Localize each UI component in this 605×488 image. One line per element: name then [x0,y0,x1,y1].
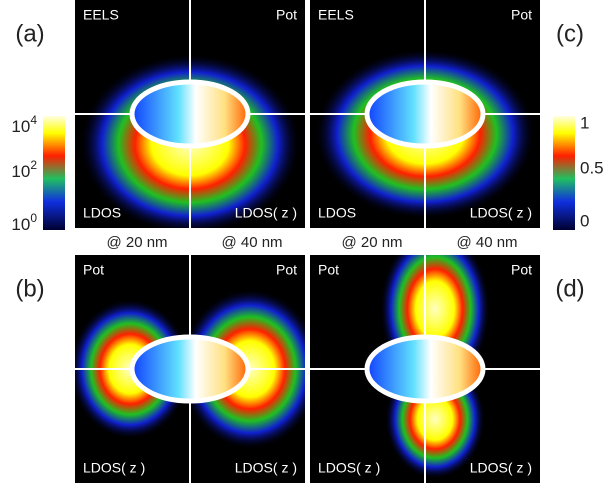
tick-base: 10 [11,117,30,136]
panel-label: (c) [556,20,584,47]
colorbar-tick: 0 [580,211,589,230]
panel-label: (d) [555,275,584,302]
corner-label: LDOS( z ) [235,205,297,221]
colorbar-tick: 100 [11,211,37,234]
corner-label: Pot [276,262,297,278]
tick-exponent: 0 [30,211,37,225]
panel-label: (b) [15,275,44,302]
panel [310,0,540,228]
colorbar-tick: 1 [580,113,589,132]
corner-label: LDOS( z ) [470,460,532,476]
log-colorbar [43,116,65,230]
corner-label: LDOS [318,205,356,221]
page: EELS Pot LDOS LDOS( z ) (a) Pot Pot LDOS( z ) LD… [0,0,605,488]
particle [132,82,248,146]
corner-label: Pot [276,7,297,23]
corner-label: Pot [511,262,532,278]
tick-base: 10 [11,215,30,234]
panel-label: (a) [15,20,44,47]
panel [75,0,305,234]
corner-label: LDOS( z ) [318,460,380,476]
corner-label: LDOS( z ) [470,205,532,221]
figure: EELS Pot LDOS LDOS( z ) (a) Pot Pot LDOS( z ) LD… [0,0,605,483]
panel [310,229,540,483]
distance-label: @ 20 nm [341,234,402,251]
colorbar-tick: 104 [11,113,37,136]
corner-label: LDOS( z ) [235,460,297,476]
distance-label: @ 40 nm [221,234,282,251]
tick-exponent: 4 [30,113,37,127]
corner-label: Pot [511,7,532,23]
tick-exponent: 2 [30,158,37,172]
corner-label: EELS [83,7,119,23]
corner-label: LDOS( z ) [83,460,145,476]
linear-colorbar [553,116,575,230]
corner-label: LDOS [83,205,121,221]
tick-base: 10 [11,162,30,181]
corner-label: Pot [318,262,339,278]
particle [132,337,248,401]
distance-label: @ 40 nm [456,234,517,251]
corner-label: EELS [318,7,354,23]
colorbar-tick: 102 [11,158,37,181]
corner-label: Pot [83,262,104,278]
distance-label: @ 20 nm [106,234,167,251]
particle [367,82,483,146]
particle [367,337,483,401]
panel [70,255,320,483]
colorbar-tick: 0.5 [580,158,604,177]
